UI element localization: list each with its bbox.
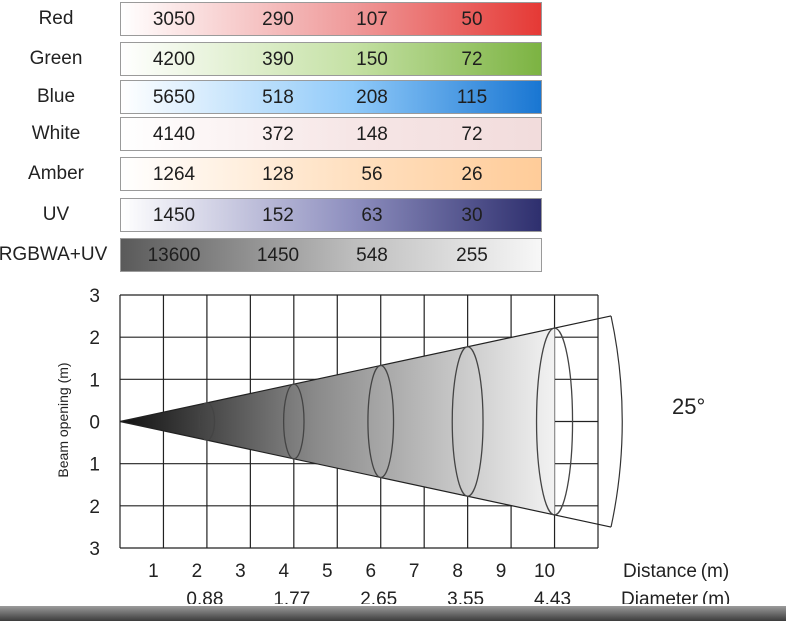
table-row: UV 1450 152 63 30: [0, 198, 560, 232]
y-tick-label: 2: [89, 497, 100, 518]
x-tick-label: 6: [365, 561, 376, 582]
row-label: Red: [38, 8, 74, 29]
value-cell: 115: [456, 87, 488, 108]
y-tick-label: 1: [89, 455, 100, 476]
row-values: 1450 152 63 30: [120, 198, 542, 232]
y-tick-labels: 3 2 1 0 1 2 3: [89, 286, 100, 560]
value-cell: 152: [262, 205, 294, 226]
row-label: White: [31, 123, 81, 144]
distance-label: Distance (m): [623, 561, 729, 582]
row-label: Green: [29, 48, 83, 69]
lux-table: Red 3050 290 107 50 Green 4200 390 150 7…: [0, 0, 560, 280]
table-row: White 4140 372 148 72: [0, 117, 560, 151]
diameter-value: 0.88: [186, 589, 223, 604]
y-tick-label: 3: [89, 286, 100, 307]
value-cell: 148: [356, 124, 388, 145]
value-cell: 128: [262, 164, 294, 185]
diameter-value: 1.77: [273, 589, 310, 604]
y-tick-label: 3: [89, 539, 100, 560]
table-row: Amber 1264 128 56 26: [0, 157, 560, 191]
diameter-value: 3.55: [447, 589, 484, 604]
row-values: 4140 372 148 72: [120, 117, 542, 151]
table-row: Blue 5650 518 208 115: [0, 80, 560, 114]
value-cell: 290: [262, 9, 294, 30]
y-axis-label: Beam opening (m): [55, 362, 71, 477]
beam-section-ellipse: [282, 383, 305, 460]
row-values: 4200 390 150 72: [120, 42, 542, 76]
x-tick-label: 8: [452, 561, 463, 582]
y-tick-label: 0: [89, 413, 100, 434]
beam-fill: [120, 328, 555, 515]
value-cell: 63: [361, 205, 383, 226]
bottom-bar: [0, 606, 786, 621]
beam-section-ellipse: [367, 364, 395, 479]
angle-arc: [610, 315, 623, 528]
row-values: 1264 128 56 26: [120, 157, 542, 191]
beam-angle-label: 25°: [672, 394, 705, 419]
value-cell: 372: [262, 124, 294, 145]
x-tick-label: 1: [148, 561, 159, 582]
row-label: Blue: [36, 86, 76, 107]
value-cell: 150: [356, 49, 388, 70]
beam-angle-indicator: 25°: [610, 315, 705, 528]
value-cell: 1450: [152, 205, 196, 226]
table-row: Green 4200 390 150 72: [0, 42, 560, 76]
x-tick-labels: 1 2 3 4 5 6 7 8 9 10: [148, 561, 555, 582]
beam-cone: [119, 315, 612, 528]
beam-sections: [198, 327, 574, 516]
value-cell: 4200: [152, 49, 196, 70]
value-cell: 72: [461, 49, 483, 70]
x-tick-label: 10: [534, 561, 555, 582]
x-tick-label: 7: [409, 561, 420, 582]
row-label: UV: [42, 204, 70, 225]
value-cell: 3050: [152, 9, 196, 30]
table-row: RGBWA+UV 13600 1450 548 255: [0, 238, 560, 272]
value-cell: 1264: [152, 164, 196, 185]
value-cell: 208: [356, 87, 388, 108]
value-cell: 13600: [147, 245, 201, 266]
x-tick-label: 5: [322, 561, 333, 582]
value-cell: 30: [461, 205, 483, 226]
x-tick-label: 9: [496, 561, 507, 582]
beam-edge-bottom: [119, 420, 612, 528]
beam-edge-top: [119, 315, 612, 423]
row-label: RGBWA+UV: [0, 244, 108, 265]
diameter-value: 2.65: [360, 589, 397, 604]
x-tick-label: 3: [235, 561, 246, 582]
diameter-labels: 0.88 1.77 2.65 3.55 4.43: [186, 589, 571, 610]
row-values: 3050 290 107 50: [120, 2, 542, 36]
value-cell: 56: [361, 164, 383, 185]
value-cell: 548: [356, 245, 388, 266]
y-tick-label: 2: [89, 328, 100, 349]
x-tick-label: 2: [192, 561, 203, 582]
beam-section-ellipse: [451, 346, 484, 497]
value-cell: 518: [262, 87, 294, 108]
diameter-value: 4.43: [534, 589, 571, 604]
value-cell: 4140: [152, 124, 196, 145]
x-tick-label: 4: [279, 561, 290, 582]
beam-section-ellipse: [535, 327, 574, 516]
table-row: Red 3050 290 107 50: [0, 2, 560, 36]
value-cell: 107: [356, 9, 388, 30]
y-tick-label: 1: [89, 370, 100, 391]
row-values: 13600 1450 548 255: [120, 238, 542, 272]
value-cell: 50: [461, 9, 483, 30]
value-cell: 72: [461, 124, 483, 145]
value-cell: 5650: [152, 87, 196, 108]
diameter-label: Diameter (m): [621, 589, 730, 604]
value-cell: 1450: [256, 245, 300, 266]
row-label: Amber: [28, 163, 84, 184]
value-cell: 255: [456, 245, 488, 266]
value-cell: 26: [461, 164, 483, 185]
beam-section-ellipse: [198, 402, 216, 441]
row-values: 5650 518 208 115: [120, 80, 542, 114]
value-cell: 390: [262, 49, 294, 70]
